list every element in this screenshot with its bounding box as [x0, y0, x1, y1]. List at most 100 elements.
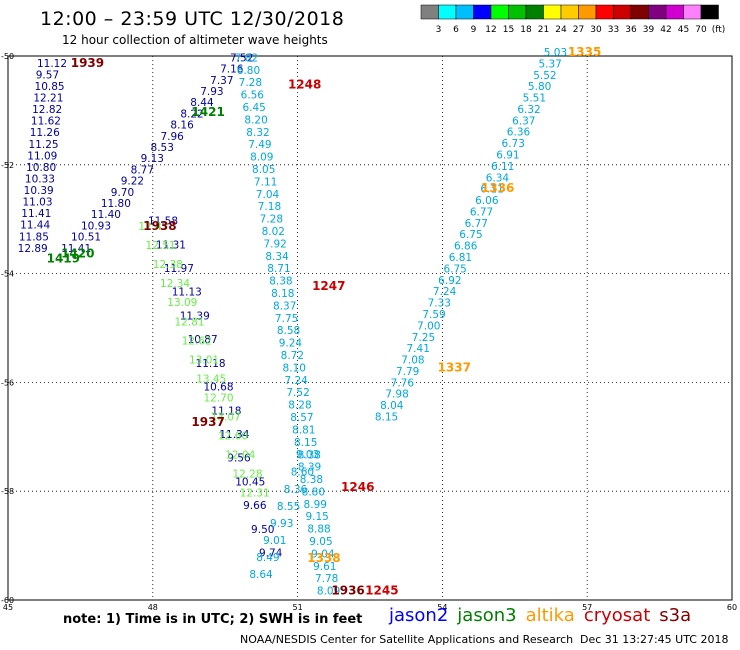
wave-height-value: 9.56 — [227, 453, 251, 465]
wave-height-value: 8.37 — [273, 300, 296, 312]
wave-height-value: 9.13 — [141, 153, 164, 165]
wave-height-value: 11.34 — [219, 429, 249, 441]
colorbar-label: 18 — [520, 25, 532, 35]
colorbar-label: 45 — [678, 25, 689, 35]
wave-height-value: 10.68 — [203, 382, 233, 394]
wave-height-value: 9.03 — [296, 449, 319, 461]
wave-height-value: 7.41 — [407, 343, 430, 355]
wave-height-value: 8.04 — [380, 400, 404, 412]
wave-height-value: 10.39 — [24, 185, 54, 197]
map-frame — [7, 55, 733, 601]
wave-height-value: 11.62 — [31, 116, 61, 128]
wave-height-value: 8.77 — [131, 164, 154, 176]
pass-time-label: 1938 — [143, 219, 176, 233]
pass-time-label: 1245 — [365, 584, 398, 598]
pass-time-label: 1936 — [331, 584, 364, 598]
wave-height-value: 8.34 — [265, 251, 289, 263]
wave-height-value: 11.03 — [22, 197, 52, 209]
colorbar-label: 39 — [643, 25, 655, 35]
wave-height-value: 11.18 — [211, 405, 241, 417]
wave-height-value: 10.93 — [81, 220, 111, 232]
wave-height-value: 7.16 — [220, 64, 244, 76]
wave-height-value: 12.70 — [203, 392, 233, 404]
wave-height-value: 11.58 — [148, 216, 178, 228]
lat-tick-label: -52 — [1, 161, 14, 170]
chart-subtitle: 12 hour collection of altimeter wave hei… — [62, 33, 328, 47]
wave-height-value: 5.37 — [538, 58, 561, 70]
wave-height-value: 12.34 — [160, 278, 190, 290]
wave-height-value: 6.37 — [512, 115, 535, 127]
wave-height-value: 7.37 — [210, 75, 233, 87]
wave-height-value: 9.93 — [270, 518, 293, 530]
wave-height-value: 10.45 — [235, 476, 265, 488]
pass-time-label: 1419 — [47, 252, 80, 266]
wave-height-value: 7.75 — [275, 313, 298, 325]
wave-height-value: 7.82 — [235, 52, 258, 64]
note-text: note: 1) Time is in UTC; 2) SWH is in fe… — [63, 612, 363, 627]
colorbar-label: 6 — [453, 25, 459, 35]
pass-time-label: 1335 — [568, 45, 601, 59]
wave-height-value: 12.60 — [218, 431, 248, 443]
wave-height-value: 9.70 — [111, 187, 134, 199]
lon-tick-label: 45 — [3, 603, 13, 612]
wave-height-value: 8.15 — [375, 411, 398, 423]
wave-height-value: 8.36 — [284, 484, 308, 496]
wave-height-value: 6.75 — [459, 229, 482, 241]
colorbar-label: 12 — [485, 25, 496, 35]
wave-height-value: 7.78 — [315, 573, 338, 585]
wave-height-value: 6.11 — [480, 184, 503, 196]
legend-item-jason3: jason3 — [457, 605, 517, 626]
lat-tick-label: -60 — [1, 596, 14, 605]
colorbar-label: 3 — [436, 25, 442, 35]
satellite-legend: jason2 jason3 altika cryosat s3a — [389, 605, 700, 626]
wave-height-value: 6.32 — [517, 104, 540, 116]
wave-height-value: 6.77 — [465, 218, 488, 230]
wave-height-value: 8.72 — [281, 350, 304, 362]
wave-height-value: 5.80 — [528, 81, 551, 93]
wave-height-value: 13.07 — [211, 411, 241, 423]
wave-height-value: 9.74 — [259, 547, 283, 559]
wave-height-value: 8.38 — [269, 276, 292, 288]
wave-height-value: 7.49 — [248, 139, 271, 151]
wave-height-value: 8.71 — [267, 263, 290, 275]
wave-height-value: 8.81 — [292, 424, 315, 436]
wave-height-value: 7.52 — [230, 52, 253, 64]
wave-height-value: 6.36 — [507, 127, 531, 139]
wave-height-value: 8.53 — [151, 142, 174, 154]
wave-height-value: 7.11 — [254, 176, 277, 188]
colorbar-label: 24 — [555, 25, 567, 35]
wave-height-value: 11.85 — [19, 231, 49, 243]
color-scale-legend: 3 6 9 12 15 18 21 24 27 30 33 36 39 42 45 70 (ft) — [420, 4, 725, 35]
wave-height-value: 12.89 — [18, 243, 48, 255]
lon-tick-label: 60 — [727, 603, 737, 612]
wave-height-value: 7.79 — [396, 366, 419, 378]
wave-height-value: 9.50 — [251, 524, 274, 536]
wave-height-value: 9.24 — [279, 338, 303, 350]
wave-height-value: 8.09 — [317, 586, 340, 598]
wave-height-value: 13.45 — [196, 373, 226, 385]
colorbar-label: 21 — [538, 25, 549, 35]
wave-height-value: 12.51 — [146, 240, 176, 252]
wave-height-value: 12.47 — [138, 221, 168, 233]
colorbar-label: 36 — [625, 25, 637, 35]
wave-height-value: 11.97 — [164, 263, 194, 275]
wave-height-value: 11.41 — [61, 243, 91, 255]
wave-height-value: 10.85 — [35, 81, 65, 93]
wave-height-value: 8.88 — [307, 524, 330, 536]
wave-height-value: 11.39 — [180, 310, 210, 322]
wave-height-value: 6.06 — [475, 195, 499, 207]
wave-height-value: 11.80 — [101, 198, 131, 210]
lon-tick-label: 54 — [437, 603, 447, 612]
lat-tick-label: -54 — [1, 270, 14, 279]
timestamp-text: Dec 31 13:27:45 UTC 2018 — [580, 633, 729, 646]
wave-height-value: 8.57 — [290, 412, 313, 424]
wave-height-value: 12.62 — [182, 335, 212, 347]
wave-height-value: 7.96 — [160, 131, 184, 143]
wave-height-value: 8.58 — [277, 325, 300, 337]
legend-item-s3a: s3a — [659, 605, 692, 626]
wave-height-value: 11.40 — [91, 209, 121, 221]
wave-height-value: 8.80 — [302, 486, 325, 498]
wave-height-value: 10.33 — [25, 173, 55, 185]
wave-height-value: 6.73 — [502, 138, 525, 150]
